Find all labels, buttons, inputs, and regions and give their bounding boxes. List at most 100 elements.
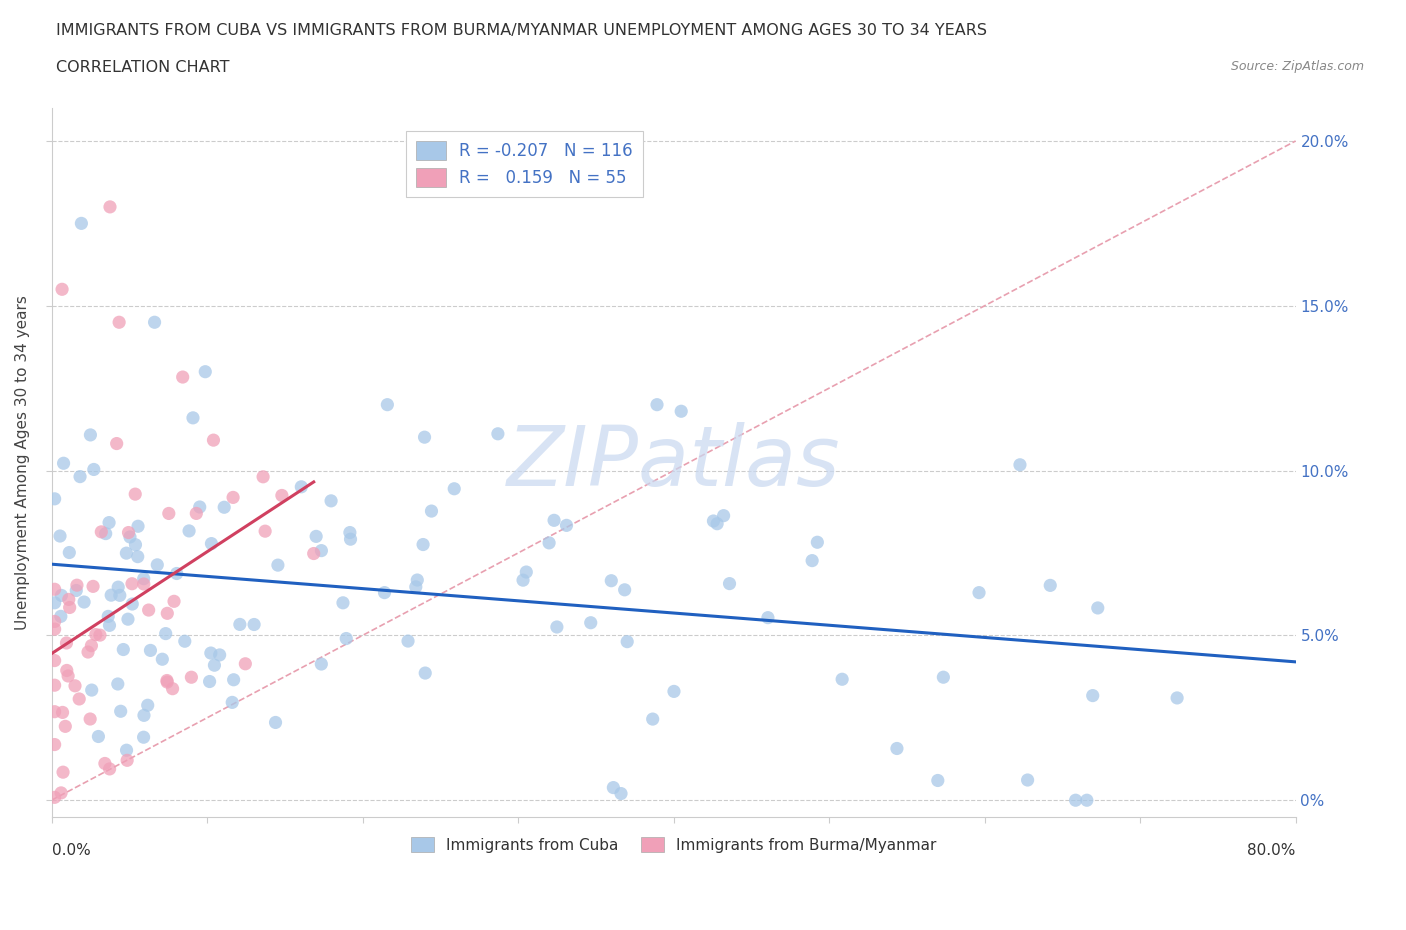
Point xyxy=(1039,578,1062,592)
Point xyxy=(80,638,103,653)
Point xyxy=(98,515,121,530)
Point xyxy=(515,565,537,579)
Point xyxy=(139,643,162,658)
Point xyxy=(117,525,139,540)
Point xyxy=(155,626,177,641)
Point xyxy=(51,588,73,603)
Point xyxy=(702,513,724,528)
Point xyxy=(546,619,568,634)
Point xyxy=(177,524,200,538)
Point xyxy=(756,610,779,625)
Point xyxy=(967,585,990,600)
Point xyxy=(77,644,100,659)
Point xyxy=(121,577,143,591)
Point xyxy=(55,635,77,650)
Point xyxy=(610,786,633,801)
Point xyxy=(69,469,91,484)
Point xyxy=(221,695,243,710)
Point xyxy=(373,585,395,600)
Point xyxy=(669,404,692,418)
Point xyxy=(56,669,79,684)
Point xyxy=(267,558,290,573)
Point xyxy=(233,657,256,671)
Point xyxy=(156,605,179,620)
Point xyxy=(98,199,121,214)
Point xyxy=(89,628,111,643)
Point xyxy=(616,634,638,649)
Point xyxy=(44,704,66,719)
Point xyxy=(127,519,149,534)
Point xyxy=(65,583,87,598)
Point xyxy=(132,708,155,723)
Point xyxy=(107,676,129,691)
Point xyxy=(58,545,80,560)
Point xyxy=(406,573,429,588)
Point xyxy=(222,490,245,505)
Point xyxy=(208,647,231,662)
Point xyxy=(932,670,955,684)
Point xyxy=(198,674,221,689)
Point xyxy=(886,741,908,756)
Point xyxy=(121,596,143,611)
Point xyxy=(200,645,222,660)
Point xyxy=(156,674,179,689)
Point xyxy=(107,579,129,594)
Point xyxy=(49,528,72,543)
Point xyxy=(84,627,107,642)
Point xyxy=(377,397,399,412)
Point xyxy=(412,538,434,552)
Point xyxy=(222,672,245,687)
Point xyxy=(105,436,128,451)
Point xyxy=(51,705,73,720)
Point xyxy=(543,512,565,527)
Point xyxy=(1064,792,1087,807)
Text: 80.0%: 80.0% xyxy=(1247,844,1295,858)
Point xyxy=(339,532,361,547)
Point xyxy=(186,506,208,521)
Point xyxy=(305,529,328,544)
Point xyxy=(194,365,217,379)
Point xyxy=(200,537,222,551)
Point xyxy=(44,621,66,636)
Point xyxy=(162,682,184,697)
Point xyxy=(143,315,166,330)
Point xyxy=(613,582,636,597)
Text: ZIPatlas: ZIPatlas xyxy=(506,422,841,503)
Point xyxy=(163,594,186,609)
Point xyxy=(44,678,66,693)
Point xyxy=(641,711,664,726)
Point xyxy=(79,711,101,726)
Point xyxy=(713,508,735,523)
Point xyxy=(662,684,685,698)
Text: IMMIGRANTS FROM CUBA VS IMMIGRANTS FROM BURMA/MYANMAR UNEMPLOYMENT AMONG AGES 30: IMMIGRANTS FROM CUBA VS IMMIGRANTS FROM … xyxy=(56,23,987,38)
Point xyxy=(319,494,342,509)
Point xyxy=(212,499,235,514)
Y-axis label: Unemployment Among Ages 30 to 34 years: Unemployment Among Ages 30 to 34 years xyxy=(15,295,30,630)
Point xyxy=(166,566,188,581)
Point xyxy=(443,482,465,497)
Point xyxy=(44,595,66,610)
Point xyxy=(94,756,117,771)
Point xyxy=(302,546,325,561)
Point xyxy=(188,499,211,514)
Point xyxy=(229,617,252,631)
Point xyxy=(335,631,357,646)
Point xyxy=(180,670,202,684)
Point xyxy=(538,536,561,551)
Point xyxy=(270,488,292,503)
Point xyxy=(290,479,312,494)
Point xyxy=(124,486,146,501)
Point xyxy=(49,786,72,801)
Point xyxy=(132,730,155,745)
Point xyxy=(52,764,75,779)
Point xyxy=(243,618,266,632)
Point xyxy=(98,762,121,777)
Point xyxy=(100,588,122,603)
Point xyxy=(53,719,76,734)
Point xyxy=(136,698,159,712)
Point xyxy=(146,557,169,572)
Point xyxy=(49,609,72,624)
Point xyxy=(127,550,149,565)
Point xyxy=(63,678,86,693)
Point xyxy=(115,753,138,768)
